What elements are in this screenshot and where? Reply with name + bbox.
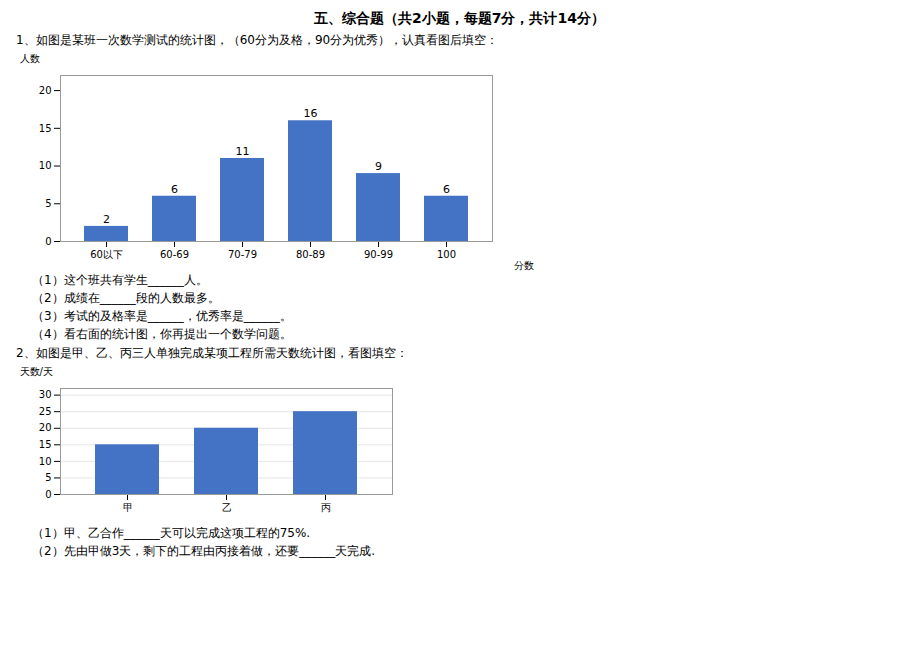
html-text:2、如图是甲、乙、丙三人单独完成某项工程所需天数统计图，看图: 2、如图是甲、乙、丙三人单独完成某项工程所需天数统计图，看图填空：	[16, 346, 408, 360]
svg-text:甲: 甲	[123, 502, 133, 513]
html-text:（2）先由甲做3天，剩下的工程由丙接着做，还要______天: （2）先由甲做3天，剩下的工程由丙接着做，还要______天完成.	[32, 544, 376, 558]
html-text:（1）甲、乙合作______天可以完成这项工程的75%.: （1）甲、乙合作______天可以完成这项工程的75%.	[32, 526, 311, 540]
svg-text:100: 100	[437, 249, 456, 260]
svg-text:2: 2	[103, 213, 110, 226]
svg-text:9: 9	[375, 160, 382, 173]
svg-text:5: 5	[45, 472, 51, 483]
html-text:（2）成绩在______段的人数最多。: （2）成绩在______段的人数最多。	[32, 291, 220, 305]
svg-text:70-79: 70-79	[228, 249, 257, 260]
html-text:（3）考试的及格率是______，优秀率是______。: （3）考试的及格率是______，优秀率是______。	[32, 309, 292, 323]
svg-text:5: 5	[45, 198, 51, 209]
svg-text:60以下: 60以下	[90, 249, 123, 260]
svg-text:20: 20	[39, 422, 52, 433]
svg-text:人数: 人数	[20, 53, 40, 64]
html-text:（4）看右面的统计图，你再提出一个数学问题。: （4）看右面的统计图，你再提出一个数学问题。	[32, 327, 292, 341]
svg-text:10: 10	[39, 160, 52, 171]
svg-text:90-99: 90-99	[364, 249, 393, 260]
svg-text:0: 0	[45, 489, 51, 500]
svg-text:80-89: 80-89	[296, 249, 325, 260]
svg-text:16: 16	[304, 107, 318, 120]
svg-text:乙: 乙	[222, 502, 232, 513]
svg-text:分数: 分数	[514, 260, 534, 271]
svg-text:20: 20	[39, 85, 52, 96]
svg-text:30: 30	[39, 389, 52, 400]
svg-text:10: 10	[39, 456, 52, 467]
svg-text:天数/天: 天数/天	[20, 366, 53, 377]
html-text:（1）这个班共有学生______人。: （1）这个班共有学生______人。	[32, 273, 208, 287]
svg-text:丙: 丙	[321, 502, 331, 513]
svg-text:0: 0	[45, 236, 51, 247]
svg-text:25: 25	[39, 406, 52, 417]
svg-text:6: 6	[443, 183, 450, 196]
html-text:1、如图是某班一次数学测试的统计图，（60分为及格，90分为: 1、如图是某班一次数学测试的统计图，（60分为及格，90分为优秀），认真看图后填…	[16, 33, 499, 47]
html-text:五、综合题（共2小题，每题7分，共计14分）: 五、综合题（共2小题，每题7分，共计14分）	[314, 10, 605, 26]
svg-text:11: 11	[236, 145, 250, 158]
svg-text:60-69: 60-69	[160, 249, 189, 260]
svg-text:15: 15	[39, 123, 52, 134]
svg-text:15: 15	[39, 439, 52, 450]
svg-text:6: 6	[171, 183, 178, 196]
